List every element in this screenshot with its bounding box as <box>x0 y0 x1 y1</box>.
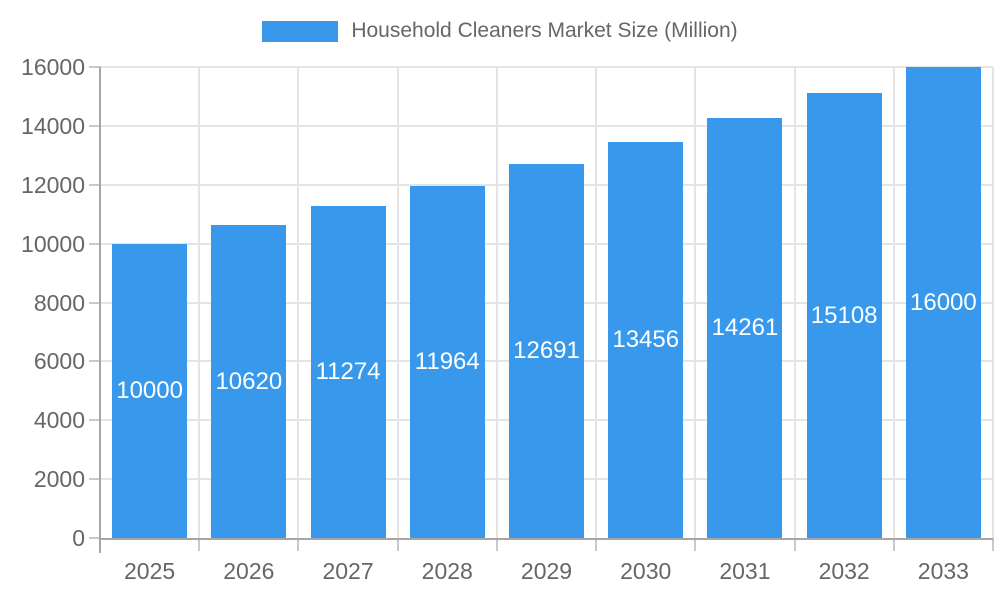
y-axis-tick-label: 6000 <box>33 348 85 375</box>
y-axis-tick <box>89 301 100 304</box>
bar[interactable] <box>211 225 287 538</box>
x-gridline <box>297 67 300 538</box>
y-axis-tick-label: 12000 <box>21 171 85 198</box>
x-axis-tick <box>595 538 598 551</box>
y-axis-tick <box>89 242 100 245</box>
bar-value-label: 11964 <box>414 347 480 375</box>
bar[interactable] <box>310 206 386 538</box>
x-axis-tick <box>297 538 300 551</box>
y-axis-tick-label: 0 <box>72 525 85 551</box>
x-gridline <box>595 67 598 538</box>
bar[interactable] <box>409 185 485 538</box>
bar-value-label: 15108 <box>810 301 878 329</box>
legend-swatch-icon <box>262 20 339 42</box>
bar[interactable] <box>707 118 783 538</box>
legend[interactable]: Household Cleaners Market Size (Million) <box>0 17 1000 45</box>
x-axis-tick <box>396 538 399 551</box>
y-axis-tick-label: 16000 <box>21 54 85 80</box>
x-axis-tick-label: 2031 <box>719 558 771 584</box>
x-axis-tick-label: 2030 <box>620 558 672 584</box>
y-axis-tick <box>89 183 100 186</box>
y-axis-tick <box>89 478 100 481</box>
bar[interactable] <box>806 93 882 538</box>
bar[interactable] <box>905 67 981 538</box>
x-gridline <box>495 67 498 538</box>
bar-value-label: 10000 <box>116 376 183 404</box>
y-gridline <box>100 66 993 68</box>
x-axis-tick <box>495 538 498 551</box>
y-axis-tick-label: 4000 <box>33 407 85 434</box>
x-axis-tick-label: 2029 <box>520 558 573 584</box>
y-axis-tick-label: 14000 <box>21 112 85 139</box>
x-axis-tick <box>694 538 697 551</box>
x-gridline <box>694 67 697 538</box>
bar-value-label: 16000 <box>910 288 977 316</box>
legend-label: Household Cleaners Market Size (Million) <box>351 19 738 42</box>
y-axis-tick-label: 8000 <box>33 289 85 316</box>
y-axis-line <box>99 67 101 553</box>
x-axis-tick-label: 2027 <box>322 558 374 584</box>
x-axis-tick-label: 2028 <box>421 558 473 584</box>
x-axis-tick <box>992 538 994 551</box>
x-gridline <box>396 67 399 538</box>
bar-value-label: 11274 <box>315 358 381 386</box>
x-gridline <box>198 67 201 538</box>
bar[interactable] <box>608 141 684 538</box>
bar[interactable] <box>112 243 188 538</box>
x-axis-tick <box>198 538 201 551</box>
bar-value-label: 13456 <box>612 325 680 353</box>
x-axis-tick-label: 2032 <box>818 558 870 584</box>
y-axis-tick-label: 2000 <box>33 466 85 493</box>
y-axis-tick <box>89 537 100 539</box>
bar-value-label: 10620 <box>215 367 283 395</box>
x-axis-tick-label: 2033 <box>917 558 969 584</box>
x-axis-tick-label: 2025 <box>124 558 176 584</box>
y-gridline <box>100 124 993 127</box>
x-axis-tick <box>793 538 796 551</box>
x-gridline <box>793 67 796 538</box>
y-axis-tick <box>89 419 100 422</box>
y-axis-tick <box>89 360 100 363</box>
bar-value-label: 12691 <box>513 337 580 365</box>
x-axis-tick-label: 2026 <box>223 558 275 584</box>
x-gridline <box>892 67 895 538</box>
x-gridline <box>992 67 994 538</box>
x-axis-tick <box>892 538 895 551</box>
x-axis-line <box>100 538 993 540</box>
bar-value-label: 14261 <box>711 314 779 342</box>
y-axis-tick <box>89 124 100 127</box>
bar[interactable] <box>509 164 584 538</box>
y-axis-tick-label: 10000 <box>21 230 85 257</box>
y-axis-tick <box>89 66 100 68</box>
